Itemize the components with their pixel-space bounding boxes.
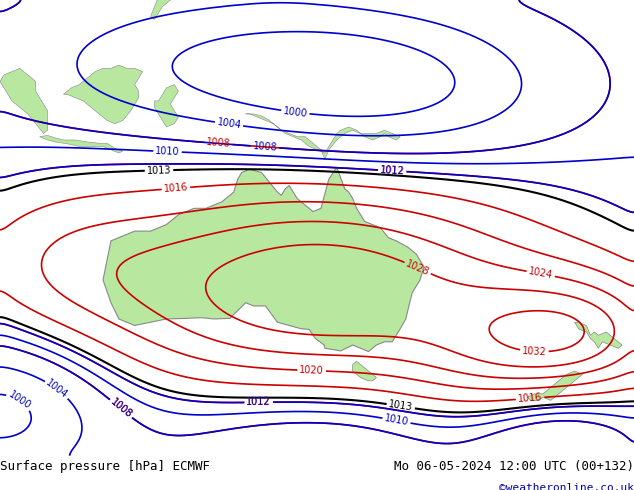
Text: 1008: 1008	[108, 397, 134, 420]
Text: 1004: 1004	[44, 378, 70, 401]
Polygon shape	[40, 135, 123, 153]
Text: 1012: 1012	[247, 397, 271, 408]
Text: 1010: 1010	[384, 414, 410, 428]
Polygon shape	[353, 361, 377, 381]
Text: 1028: 1028	[404, 259, 431, 277]
Text: ©weatheronline.co.uk: ©weatheronline.co.uk	[499, 483, 634, 490]
Text: Mo 06-05-2024 12:00 UTC (00+132): Mo 06-05-2024 12:00 UTC (00+132)	[394, 460, 634, 473]
Text: 1010: 1010	[155, 146, 180, 157]
Text: 1012: 1012	[380, 165, 405, 176]
Text: Surface pressure [hPa] ECMWF: Surface pressure [hPa] ECMWF	[0, 460, 210, 473]
Polygon shape	[151, 0, 174, 20]
Text: 1008: 1008	[206, 138, 231, 149]
Text: 1016: 1016	[517, 392, 543, 404]
Polygon shape	[527, 371, 583, 400]
Polygon shape	[246, 114, 400, 160]
Polygon shape	[0, 69, 48, 133]
Text: 1020: 1020	[299, 365, 324, 376]
Polygon shape	[63, 65, 143, 123]
Text: 1000: 1000	[6, 390, 32, 412]
Text: 1008: 1008	[108, 397, 134, 420]
Text: 1000: 1000	[283, 106, 308, 119]
Text: 1008: 1008	[252, 141, 278, 153]
Polygon shape	[103, 167, 424, 351]
Text: 1016: 1016	[164, 182, 188, 194]
Polygon shape	[155, 85, 178, 127]
Text: 1024: 1024	[527, 267, 553, 281]
Text: 1013: 1013	[146, 165, 171, 176]
Text: 1004: 1004	[216, 118, 242, 131]
Text: 1012: 1012	[380, 165, 405, 176]
Text: 1013: 1013	[388, 399, 413, 413]
Polygon shape	[574, 322, 622, 348]
Text: 1032: 1032	[522, 346, 547, 357]
Text: 1012: 1012	[247, 397, 271, 408]
